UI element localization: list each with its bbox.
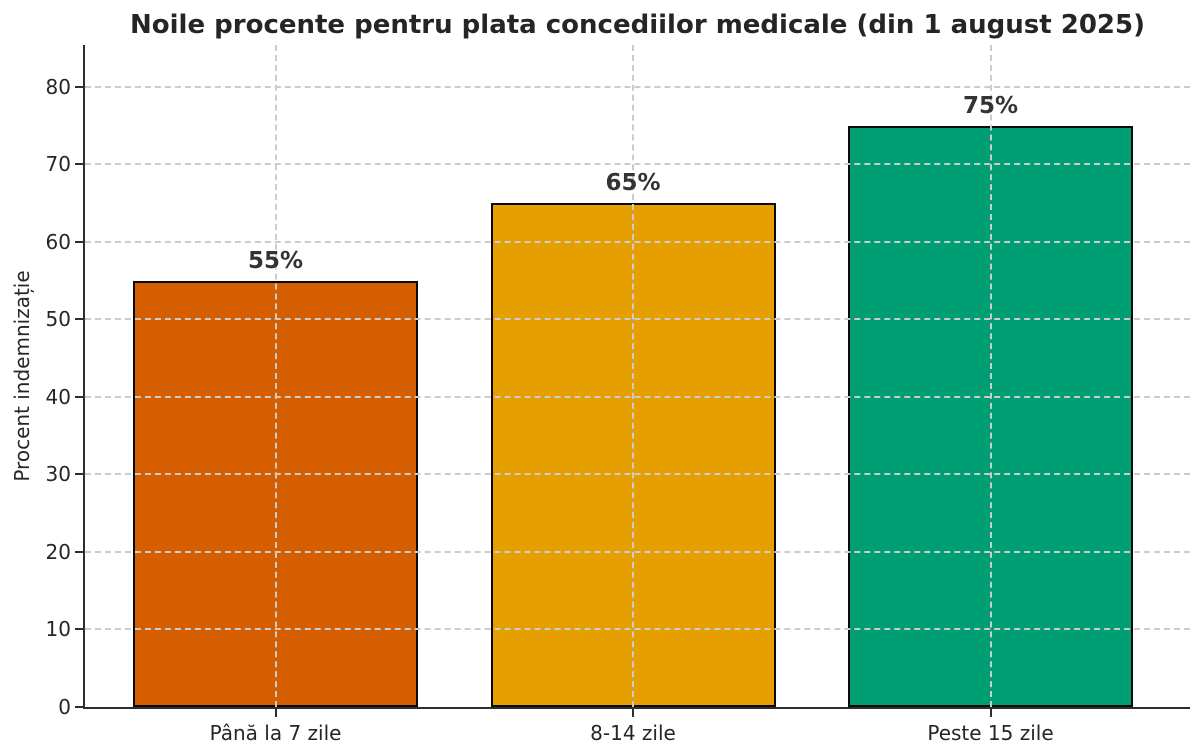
x-axis-spine [83,707,1190,709]
y-tick [75,706,83,708]
x-tick [274,709,277,717]
y-tick-label: 20 [45,539,71,564]
y-tick-label: 30 [45,462,71,487]
gridline-vertical [989,45,992,707]
y-axis-spine [83,45,85,709]
y-tick [75,550,83,553]
y-tick-label: 80 [45,74,71,99]
x-tick [632,709,634,717]
y-axis-label: Procent indemnizație [10,270,34,482]
chart-title: Noile procente pentru plata concediilor … [130,10,1145,40]
bar-value-label: 55% [247,247,304,274]
y-tick [75,628,83,631]
y-tick-label: 60 [45,229,71,254]
gridline-horizontal [85,163,1190,166]
y-tick [75,163,83,166]
gridline-horizontal [85,240,1190,243]
gridline-horizontal [85,550,1190,553]
gridline-horizontal [85,318,1190,321]
y-tick-label: 70 [45,152,71,177]
gridline-horizontal [85,85,1190,88]
gridline-vertical [632,45,634,707]
y-tick [75,395,83,398]
y-tick-label: 10 [45,617,71,642]
labels-layer: 55% 65% 75% [85,45,1190,707]
y-tick [75,318,83,321]
y-tick-label: 40 [45,384,71,409]
y-tick [75,473,83,476]
bar-value-label: 65% [605,170,661,197]
y-tick [75,240,83,243]
gridline-horizontal [85,473,1190,476]
y-tick-label: 50 [45,307,71,332]
x-tick-label: Peste 15 zile [927,721,1054,745]
x-tick-label: 8-14 zile [590,721,676,745]
plot-area: 0 10 20 30 40 50 60 70 80 Până la 7 zile 8-14 zile… [46,45,1190,745]
gridline-horizontal [85,628,1190,631]
gridline-vertical [274,45,277,707]
y-tick [75,85,83,88]
ticks-layer: 0 10 20 30 40 50 60 70 80 Până la 7 zile 8-14 zile… [46,45,1190,745]
x-tick [989,709,992,717]
y-tick-label: 0 [58,695,71,719]
gridline-horizontal [85,395,1190,398]
grid-layer [85,45,1190,707]
bar-value-label: 75% [962,92,1019,119]
x-tick-label: Până la 7 zile [209,721,342,745]
